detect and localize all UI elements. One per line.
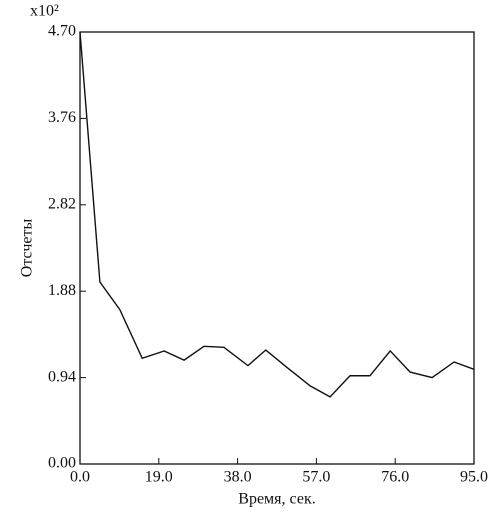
x-tick-label: 19.0 [145,469,173,486]
x-tick-label: 95.0 [460,469,488,486]
y-tick-label: 4.70 [48,23,76,40]
y-tick-label: 0.94 [48,368,76,385]
x-tick-label: 76.0 [381,469,409,486]
data-line [79,31,475,398]
y-tick-label: 0.00 [48,455,76,472]
y-axis-label: Отсчеты [19,219,36,278]
x-tick-label: 57.0 [302,469,330,486]
y-tick-label: 1.88 [48,282,76,299]
x-tick-label: 0.0 [70,469,90,486]
y-multiplier: x10² [30,3,59,20]
y-tick-label: 3.76 [48,109,76,126]
x-tick-label: 38.0 [224,469,252,486]
x-axis-label: Время, сек. [238,491,315,508]
y-tick-label: 2.82 [48,195,76,212]
plot-frame [79,31,475,465]
